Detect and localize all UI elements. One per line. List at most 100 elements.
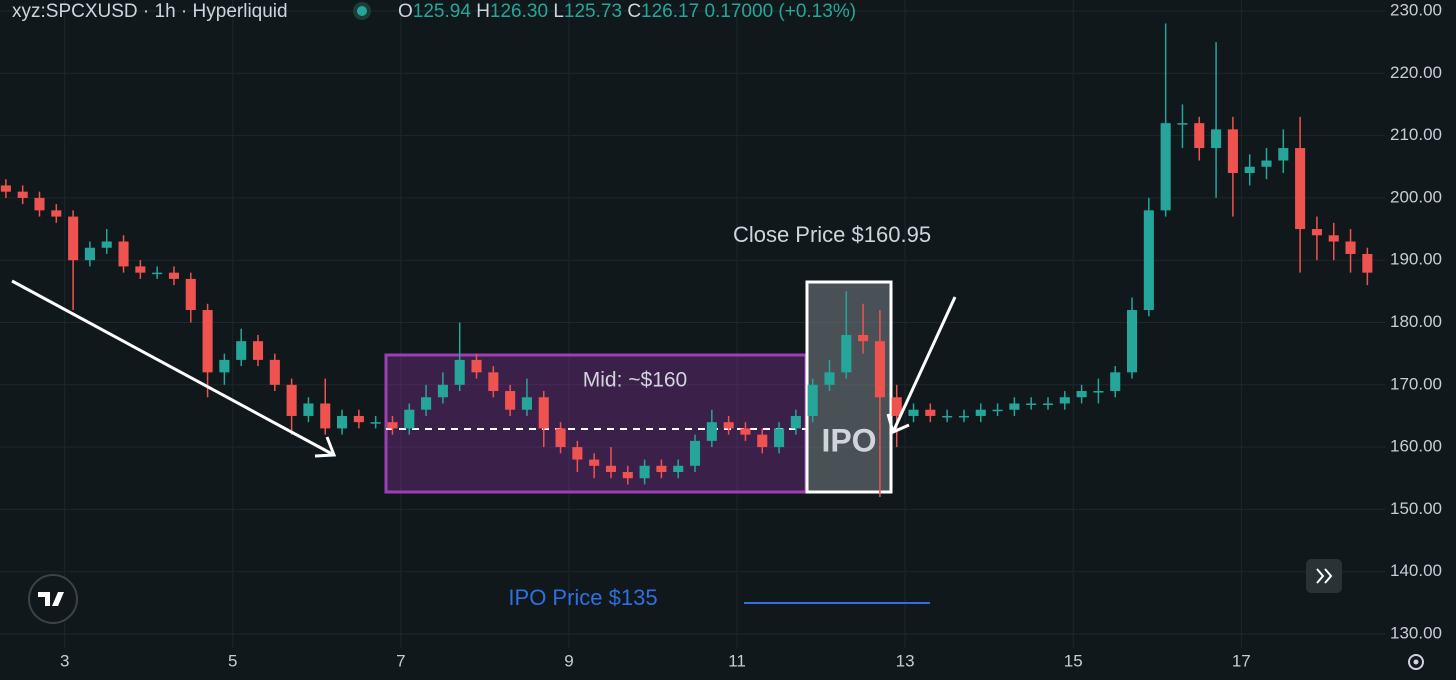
candle-body	[320, 403, 331, 429]
candle-body	[337, 415, 348, 429]
y-tick-label: 210.00	[1390, 125, 1442, 144]
candle-body	[387, 422, 398, 429]
annotation: IPO Price $135	[508, 585, 657, 610]
candle-body	[656, 465, 667, 473]
candle-body	[303, 403, 314, 416]
scroll-icon	[1316, 568, 1333, 584]
candle-body	[471, 359, 482, 373]
candle-body	[152, 272, 163, 275]
candle-body	[1345, 241, 1356, 254]
candle-body	[219, 359, 230, 373]
candle-body	[202, 310, 213, 373]
x-tick-label: 11	[728, 651, 746, 670]
candle-body	[538, 397, 549, 429]
logo[interactable]	[28, 574, 78, 624]
header: xyz:SPCXUSD · 1h · Hyperliquid	[12, 1, 288, 22]
candle-body	[807, 384, 818, 416]
candle-body	[521, 397, 532, 410]
candle-body	[1362, 253, 1373, 273]
candle-body	[589, 459, 600, 466]
candle-body	[1211, 129, 1222, 149]
y-tick-label: 230.00	[1390, 0, 1442, 19]
x-tick-label: 5	[228, 651, 237, 670]
candle-body	[505, 391, 516, 410]
candle-body	[51, 210, 62, 217]
settings-button[interactable]	[1408, 654, 1424, 670]
candle-body	[975, 409, 986, 416]
candle-body	[841, 334, 852, 373]
candle-body	[622, 472, 633, 479]
change: 0.17000 (+0.13%)	[704, 1, 856, 22]
candle-body	[925, 409, 936, 416]
y-tick-label: 170.00	[1390, 374, 1442, 393]
candle-body	[1009, 403, 1020, 410]
candle-body	[1261, 160, 1272, 167]
candle-body	[34, 197, 45, 211]
candle-body	[673, 465, 684, 473]
candle-body	[790, 415, 801, 429]
candle-body	[353, 415, 364, 423]
candle-body	[740, 428, 751, 435]
logo-mark	[38, 592, 64, 606]
candle-body	[1295, 148, 1306, 230]
candle-body	[1143, 210, 1154, 311]
candle-body	[1194, 123, 1205, 149]
ohlc-key: H	[476, 1, 490, 22]
range-box	[384, 353, 808, 494]
candle-body	[68, 216, 79, 261]
candle-body	[236, 341, 247, 360]
candle-body	[572, 447, 583, 460]
ohlc-key: O	[398, 1, 413, 22]
ohlc-value: 126.30	[490, 1, 548, 22]
y-tick-label: 150.00	[1390, 499, 1442, 518]
candle-body	[454, 359, 465, 385]
ipo-arrow	[891, 296, 957, 433]
candle-body	[942, 415, 953, 418]
x-tick-label: 15	[1064, 651, 1083, 670]
ohlc-value: 125.73	[564, 1, 622, 22]
x-tick-label: 17	[1232, 651, 1251, 670]
candle-body	[555, 428, 566, 448]
x-tick-label: 3	[60, 651, 69, 670]
candle-body	[874, 341, 885, 398]
settings-icon	[1413, 659, 1419, 665]
candle-body	[1093, 391, 1104, 393]
candle-body	[286, 384, 297, 416]
candle-body	[1126, 310, 1138, 373]
candle-body	[437, 384, 448, 398]
y-tick-label: 180.00	[1390, 312, 1442, 331]
arrow-head	[886, 413, 910, 435]
candle-body	[488, 372, 499, 392]
status-dot	[357, 6, 367, 16]
candle-body	[269, 359, 280, 385]
candle-body	[605, 465, 617, 473]
trend-arrow	[11, 279, 335, 457]
x-tick-label: 13	[896, 651, 915, 670]
ohlc: O125.94 H126.30 L125.73 C126.17 0.17000 …	[398, 1, 856, 22]
candle-body	[1042, 403, 1054, 405]
arrow-head	[314, 436, 337, 458]
annotation: Close Price $160.95	[733, 222, 931, 247]
candle-body	[185, 278, 196, 311]
candle-body	[252, 341, 264, 360]
candle-body	[101, 241, 112, 248]
candle-body	[118, 241, 129, 267]
candle-body	[1278, 148, 1289, 161]
candle-body	[1160, 123, 1171, 211]
candle-body	[689, 440, 701, 466]
candle-body	[639, 465, 650, 479]
candle-body	[858, 334, 869, 342]
candle-body	[1244, 166, 1255, 173]
candle-body	[908, 409, 919, 416]
candle-body	[1026, 403, 1037, 405]
candle-body	[958, 415, 969, 418]
ohlc-value: 126.17	[641, 1, 699, 22]
candle-body	[891, 397, 902, 416]
x-tick-label: 7	[396, 651, 405, 670]
annotation: Mid: ~$160	[583, 369, 688, 392]
annotation: IPO	[821, 422, 876, 458]
candle-body	[1227, 129, 1238, 173]
y-tick-label: 200.00	[1390, 187, 1442, 206]
y-tick-label: 160.00	[1390, 437, 1442, 456]
